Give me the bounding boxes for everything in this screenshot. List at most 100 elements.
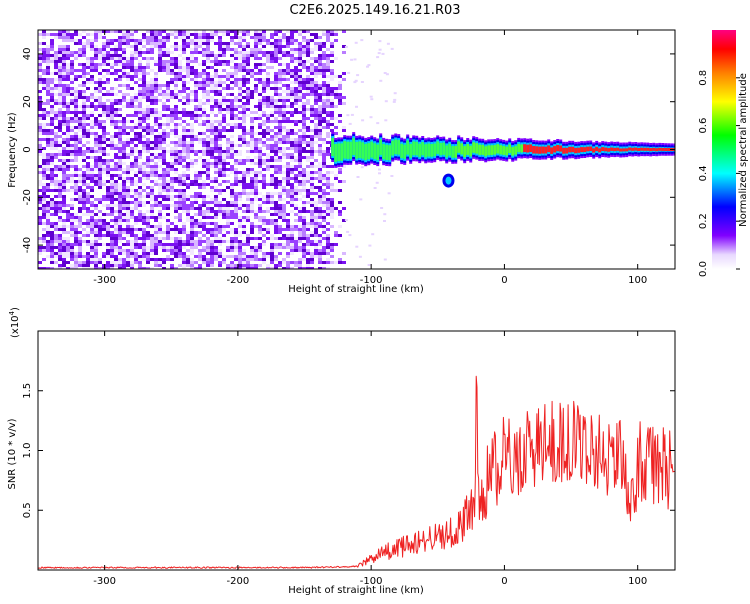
heatmap-cell xyxy=(138,180,142,183)
heatmap-cell xyxy=(314,159,318,162)
heatmap-cell xyxy=(376,144,380,161)
heatmap-cell xyxy=(42,36,46,39)
heatmap-cell xyxy=(82,102,86,105)
heatmap-cell xyxy=(302,210,306,213)
heatmap-cell xyxy=(182,204,186,207)
heatmap-cell xyxy=(186,39,190,42)
heatmap-cell xyxy=(126,57,130,60)
heatmap-cell xyxy=(182,240,186,243)
heatmap-cell xyxy=(186,60,190,63)
heatmap-cell xyxy=(334,207,338,210)
heatmap-cell xyxy=(282,213,286,216)
heatmap-cell xyxy=(50,123,54,126)
heatmap-cell xyxy=(565,147,569,154)
heatmap-cell xyxy=(138,189,142,192)
heatmap-cell xyxy=(126,192,130,195)
heatmap-cell xyxy=(306,117,310,120)
heatmap-cell xyxy=(286,51,290,54)
heatmap-cell xyxy=(114,114,118,117)
heatmap-cell xyxy=(298,93,302,96)
heatmap-cell xyxy=(90,255,94,258)
heatmap-cell xyxy=(62,174,66,177)
heatmap-cell xyxy=(290,198,294,201)
heatmap-cell xyxy=(258,180,262,183)
heatmap-cell xyxy=(230,213,234,216)
heatmap-cell xyxy=(202,144,206,147)
heatmap-cell xyxy=(94,249,98,252)
heatmap-cell xyxy=(326,261,330,264)
heatmap-cell xyxy=(310,33,314,36)
heatmap-cell xyxy=(150,108,154,111)
heatmap-cell xyxy=(150,171,154,174)
heatmap-cell xyxy=(326,69,330,72)
heatmap-cell xyxy=(278,96,282,99)
heatmap-cell xyxy=(448,143,452,156)
heatmap-cell xyxy=(210,144,214,147)
heatmap-cell xyxy=(290,210,294,213)
heatmap-cell xyxy=(170,186,174,189)
heatmap-cell xyxy=(460,143,464,155)
heatmap-cell xyxy=(246,183,250,186)
heatmap-cell xyxy=(250,246,254,249)
heatmap-cell xyxy=(166,99,170,102)
heatmap-cell xyxy=(270,180,274,183)
heatmap-cell xyxy=(306,42,310,45)
heatmap-cell xyxy=(42,84,46,87)
heatmap-cell xyxy=(282,177,286,180)
heatmap-cell xyxy=(314,102,318,105)
heatmap-cell xyxy=(250,150,254,153)
heatmap-cell xyxy=(146,186,150,189)
heatmap-cell xyxy=(78,39,82,42)
heatmap-cell xyxy=(314,231,318,234)
heatmap-cell xyxy=(640,147,644,151)
heatmap-cell xyxy=(170,111,174,114)
heatmap-cell xyxy=(222,60,226,63)
heatmap-cell xyxy=(290,75,294,78)
heatmap-cell xyxy=(222,42,226,45)
heatmap-cell xyxy=(118,234,122,237)
heatmap-cell xyxy=(98,87,102,90)
heatmap-cell xyxy=(102,114,106,117)
heatmap-cell xyxy=(178,252,182,255)
heatmap-cell xyxy=(114,204,118,207)
heatmap-cell xyxy=(186,153,190,156)
heatmap-cell xyxy=(146,231,150,234)
heatmap-cell xyxy=(226,63,230,66)
heatmap-cell xyxy=(70,60,74,63)
heatmap-cell xyxy=(150,243,154,246)
heatmap-cell xyxy=(182,132,186,135)
heatmap-cell xyxy=(238,123,242,126)
heatmap-cell xyxy=(302,60,306,63)
heatmap-cell xyxy=(298,72,302,75)
heatmap-cell xyxy=(58,243,62,246)
heatmap-cell xyxy=(202,180,206,183)
heatmap-cell xyxy=(174,237,178,240)
heatmap-cell xyxy=(94,204,98,207)
heatmap-cell xyxy=(258,117,262,120)
heatmap-cell xyxy=(162,114,166,117)
heatmap-cell xyxy=(150,186,154,189)
heatmap-cell xyxy=(110,183,114,186)
heatmap-cell xyxy=(130,66,134,69)
heatmap-cell xyxy=(94,228,98,231)
heatmap-cell xyxy=(70,66,74,69)
heatmap-cell xyxy=(106,264,110,267)
heatmap-cell xyxy=(50,183,54,186)
heatmap-cell xyxy=(62,48,66,51)
heatmap-cell xyxy=(262,30,266,33)
heatmap-cell xyxy=(222,228,226,231)
heatmap-cell xyxy=(110,264,114,267)
heatmap-cell xyxy=(170,180,174,183)
heatmap-cell xyxy=(270,243,274,246)
heatmap-cell xyxy=(286,39,290,42)
heatmap-cell xyxy=(306,174,310,177)
heatmap-cell xyxy=(384,119,388,122)
heatmap-cell xyxy=(278,228,282,231)
heatmap-cell xyxy=(306,225,310,228)
heatmap-cell xyxy=(110,192,114,195)
heatmap-cell xyxy=(82,189,86,192)
heatmap-cell xyxy=(58,183,62,186)
heatmap-cell xyxy=(282,153,286,156)
heatmap-cell xyxy=(186,174,190,177)
heatmap-cell xyxy=(190,132,194,135)
